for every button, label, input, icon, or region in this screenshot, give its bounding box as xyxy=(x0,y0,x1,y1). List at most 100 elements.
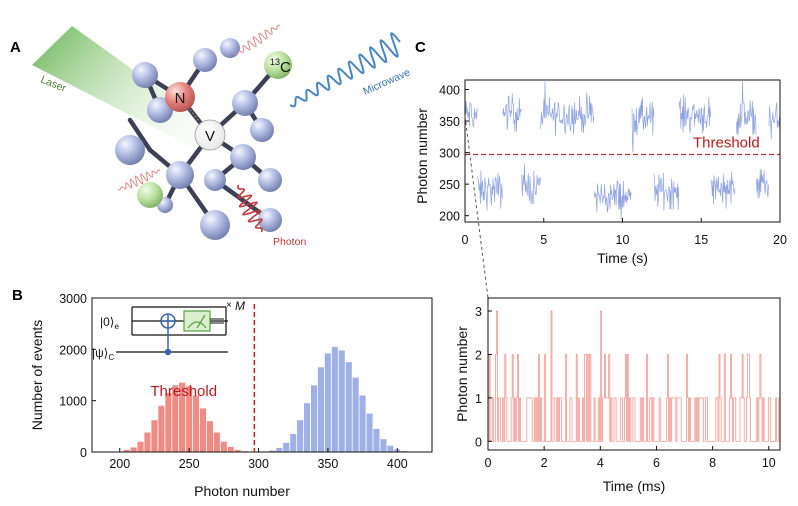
trace-seconds-line xyxy=(653,172,680,211)
carbon-atom xyxy=(200,210,230,240)
histogram-y-label: Number of events xyxy=(29,320,45,431)
histogram-bar xyxy=(193,395,200,452)
trace-seconds-line xyxy=(540,81,595,137)
trace-seconds-axes: 0 5 10 15 20 200 250 300 350 400 xyxy=(439,79,787,247)
histogram-bar xyxy=(165,393,172,452)
carbon-atom xyxy=(115,135,145,165)
trace-seconds-x-tick-label: 0 xyxy=(462,233,469,247)
circuit-inset: |0⟩e |ψ⟩C × M xyxy=(92,299,245,362)
photon-wave xyxy=(234,24,281,56)
histogram-bar xyxy=(387,445,394,452)
histogram-bar xyxy=(338,350,345,452)
trace-seconds-x-tick-label: 20 xyxy=(773,233,787,247)
trace-milliseconds-y-tick-label: 1 xyxy=(475,392,482,406)
nuclear-ket: |ψ⟩C xyxy=(92,346,114,362)
histogram-bar xyxy=(331,346,338,452)
trace-seconds-y-tick-label: 300 xyxy=(439,147,460,161)
photon-label: Photon xyxy=(273,236,306,248)
trace-milliseconds-x-label: Time (ms) xyxy=(603,478,665,494)
histogram-bar xyxy=(172,385,179,452)
microwave-label: Microwave xyxy=(361,66,412,97)
trace-seconds-series xyxy=(464,81,781,220)
histogram-bar xyxy=(290,434,297,452)
cross-icon: × xyxy=(226,300,232,311)
carbon-atom xyxy=(232,90,258,116)
carbon13-atom xyxy=(264,51,292,79)
trace-seconds-line xyxy=(502,93,522,132)
trace-milliseconds-x-tick-label: 8 xyxy=(709,456,716,470)
trace-milliseconds-axes: 0 2 4 6 8 10 0 1 2 3 xyxy=(475,297,781,470)
panel-c-letter: C xyxy=(415,39,426,56)
vacancy-site xyxy=(194,119,226,151)
histogram-x-tick-label: 300 xyxy=(248,457,269,471)
histogram-bar xyxy=(158,405,165,452)
histogram-bar xyxy=(269,450,276,452)
zoom-connector xyxy=(464,115,489,299)
histogram-bar xyxy=(345,362,352,452)
histogram-bar xyxy=(227,446,234,452)
trace-seconds-line xyxy=(735,81,757,142)
histogram-bar xyxy=(123,449,130,452)
panel-a-letter: A xyxy=(10,39,21,56)
carbon-atom xyxy=(230,144,256,170)
histogram-bar xyxy=(283,442,290,452)
carbon-atom xyxy=(250,118,274,142)
histogram-bar xyxy=(373,428,380,452)
trace-milliseconds-y-tick-label: 2 xyxy=(475,348,482,362)
trace-seconds-x-tick-label: 10 xyxy=(616,233,630,247)
histogram-bar xyxy=(324,353,331,452)
trace-threshold-label: Threshold xyxy=(693,134,760,151)
trace-milliseconds-frame xyxy=(487,297,781,451)
trace-seconds-y-tick-label: 400 xyxy=(439,83,460,97)
histogram-bar xyxy=(151,420,158,452)
histogram-threshold-label: Threshold xyxy=(150,383,217,400)
trace-milliseconds-x-tick-label: 2 xyxy=(541,456,548,470)
histogram-bars xyxy=(116,346,422,452)
trace-threshold-label-bg xyxy=(690,134,770,152)
trace-seconds-x-tick-label: 15 xyxy=(694,233,708,247)
trace-seconds-y-tick-label: 200 xyxy=(439,210,460,224)
trace-seconds-line xyxy=(710,171,736,209)
carbon-atom xyxy=(204,169,226,191)
nitrogen-atom xyxy=(165,82,195,112)
microwave-wave xyxy=(289,32,401,108)
trace-milliseconds-y-label: Photon number xyxy=(454,326,470,422)
histogram-x-label: Photon number xyxy=(194,483,290,499)
histogram-bar xyxy=(206,421,213,452)
measurement-label: M xyxy=(235,299,245,313)
carbon-atom xyxy=(220,38,240,58)
histogram-bar xyxy=(234,449,241,452)
histogram-bar xyxy=(213,432,220,452)
trace-milliseconds-line xyxy=(488,310,781,442)
histogram-bar xyxy=(359,395,366,452)
trace-seconds-x-label: Time (s) xyxy=(597,250,648,266)
trace-seconds-line xyxy=(678,94,711,134)
carbon-atom xyxy=(132,62,158,88)
histogram-x-tick-label: 200 xyxy=(109,457,130,471)
electron-ket: |0⟩e xyxy=(100,315,119,331)
cnot-control xyxy=(164,348,172,356)
photon-wave xyxy=(237,184,263,233)
trace-seconds-y-tick-label: 250 xyxy=(439,178,460,192)
histogram-y-tick-label: 1000 xyxy=(59,395,87,409)
histogram-bar xyxy=(220,441,227,452)
trace-seconds-y-tick-label: 350 xyxy=(439,115,460,129)
histogram-axes: 200 250 300 350 400 0 1000 2000 3000 xyxy=(59,292,433,471)
histogram-frame xyxy=(91,297,433,453)
histogram-y-tick-label: 0 xyxy=(80,446,87,460)
histogram-bar xyxy=(144,432,151,452)
histogram-bar xyxy=(366,413,373,452)
histogram-bar xyxy=(179,382,186,452)
trace-seconds-line xyxy=(631,97,655,153)
trace-milliseconds-x-tick-label: 10 xyxy=(762,456,776,470)
histogram-y-tick-label: 3000 xyxy=(59,292,87,306)
carbon-atom xyxy=(258,208,282,232)
panel-b-letter: B xyxy=(12,287,23,304)
trace-milliseconds-x-tick-label: 6 xyxy=(653,456,660,470)
trace-seconds-line xyxy=(477,170,503,211)
nitrogen-label: N xyxy=(175,90,186,107)
histogram-bar xyxy=(380,439,387,452)
photon-wave xyxy=(117,169,161,191)
